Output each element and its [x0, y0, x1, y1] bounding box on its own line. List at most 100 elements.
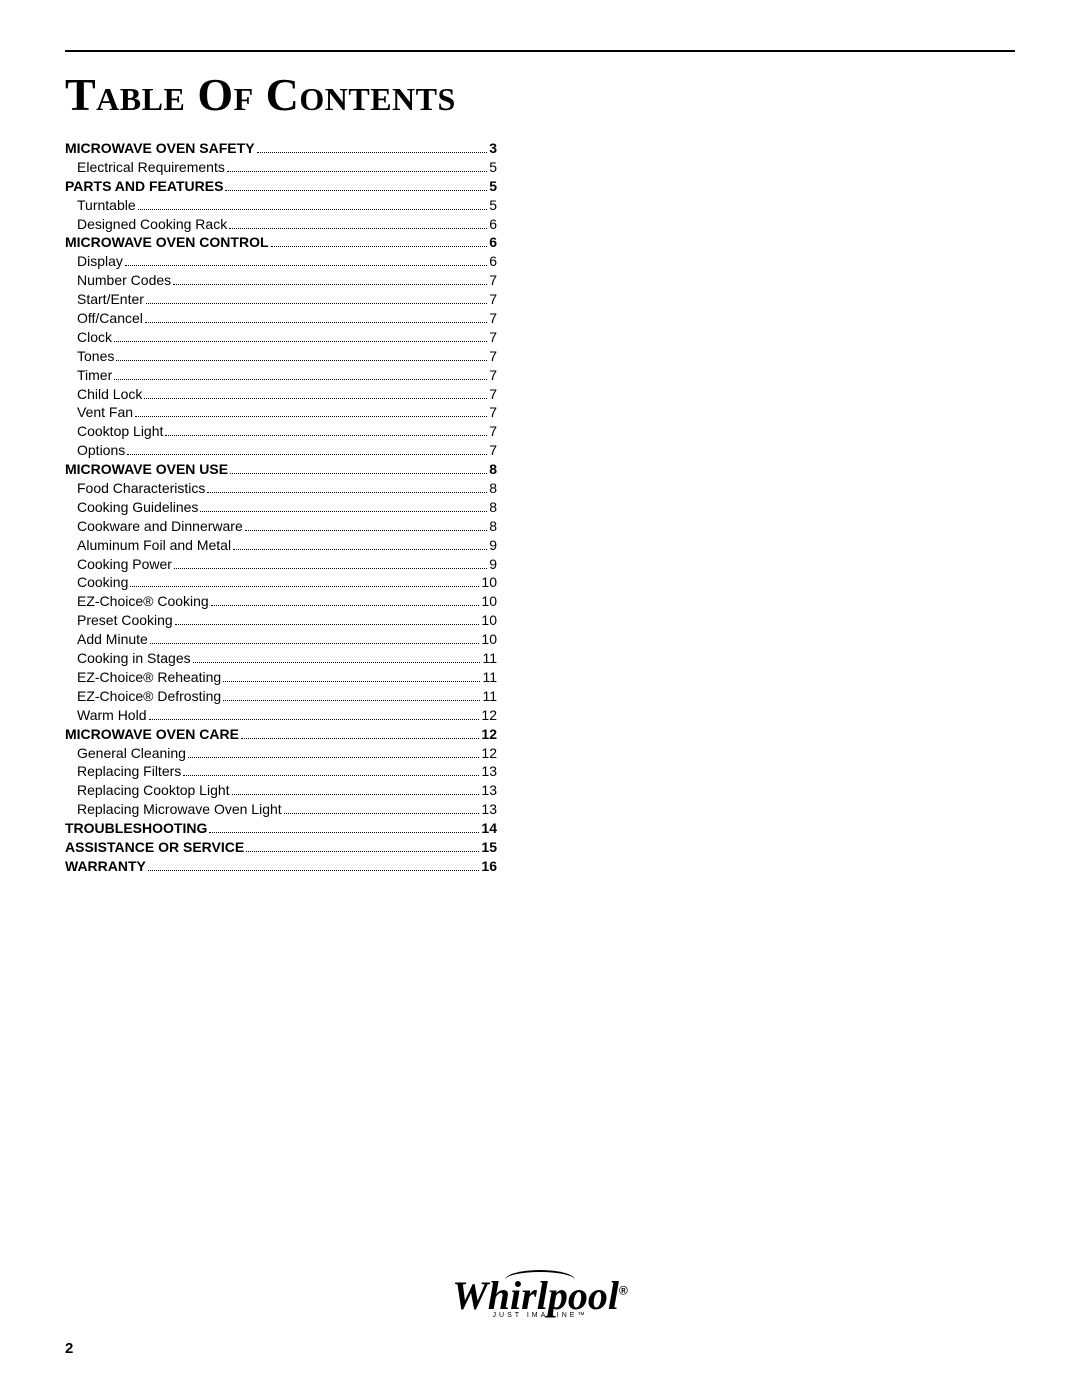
toc-leader-dots: [130, 586, 479, 587]
toc-sub-row: Designed Cooking Rack6: [65, 215, 497, 234]
toc-leader-dots: [225, 190, 487, 191]
toc-sub-row: Replacing Cooktop Light13: [65, 781, 497, 800]
toc-sub-row: Cooking in Stages11: [65, 649, 497, 668]
toc-section-row: Troubleshooting 14: [65, 819, 497, 838]
toc-entry-label: Add Minute: [65, 630, 148, 649]
toc-sub-row: Aluminum Foil and Metal 9: [65, 536, 497, 555]
toc-sub-row: Preset Cooking10: [65, 611, 497, 630]
toc-entry-label: Start/Enter: [65, 290, 144, 309]
toc-entry-page: 10: [481, 630, 497, 649]
toc-entry-page: 13: [481, 781, 497, 800]
toc-entry-page: 9: [489, 536, 497, 555]
toc-leader-dots: [246, 851, 479, 852]
toc-entry-label: Microwave Oven Care: [65, 725, 239, 744]
toc-entry-label: Cookware and Dinnerware: [65, 517, 243, 536]
toc-entry-label: Troubleshooting: [65, 819, 207, 838]
toc-sub-row: EZ-Choice® Cooking10: [65, 592, 497, 611]
document-page: Table Of Contents Microwave Oven Safety 3…: [0, 0, 1080, 1397]
toc-entry-page: 10: [481, 592, 497, 611]
toc-entry-page: 11: [482, 687, 497, 706]
toc-leader-dots: [150, 643, 480, 644]
toc-sub-row: Cooking Guidelines 8: [65, 498, 497, 517]
toc-leader-dots: [188, 757, 479, 758]
toc-sub-row: EZ-Choice® Reheating 11: [65, 668, 497, 687]
toc-leader-dots: [193, 662, 481, 663]
toc-leader-dots: [223, 700, 480, 701]
toc-entry-label: Warm Hold: [65, 706, 147, 725]
toc-entry-label: Cooking Guidelines: [65, 498, 198, 517]
toc-entry-page: 7: [489, 441, 497, 460]
toc-entry-page: 6: [489, 252, 497, 271]
toc-entry-label: Preset Cooking: [65, 611, 173, 630]
toc-sub-row: Start/Enter7: [65, 290, 497, 309]
toc-sub-row: Off/Cancel7: [65, 309, 497, 328]
toc-leader-dots: [144, 398, 487, 399]
toc-entry-page: 14: [481, 819, 497, 838]
toc-section-row: Microwave Oven Control6: [65, 233, 497, 252]
toc-entry-page: 8: [489, 517, 497, 536]
toc-entry-label: Number Codes: [65, 271, 171, 290]
toc-leader-dots: [230, 473, 487, 474]
toc-entry-page: 10: [481, 573, 497, 592]
toc-entry-page: 11: [482, 668, 497, 687]
table-of-contents: Microwave Oven Safety3Electrical Require…: [65, 139, 497, 876]
toc-leader-dots: [245, 530, 487, 531]
toc-leader-dots: [229, 228, 487, 229]
toc-section-row: Microwave Oven Use8: [65, 460, 497, 479]
toc-entry-page: 15: [481, 838, 497, 857]
toc-sub-row: Options7: [65, 441, 497, 460]
toc-leader-dots: [135, 416, 487, 417]
toc-entry-label: Cooking in Stages: [65, 649, 191, 668]
toc-entry-page: 16: [481, 857, 497, 876]
toc-entry-label: Cooking: [65, 573, 128, 592]
toc-entry-page: 7: [489, 385, 497, 404]
toc-leader-dots: [233, 549, 487, 550]
toc-entry-label: EZ-Choice® Reheating: [65, 668, 221, 687]
toc-entry-label: General Cleaning: [65, 744, 186, 763]
toc-entry-label: Food Characteristics: [65, 479, 205, 498]
toc-leader-dots: [138, 209, 488, 210]
page-title: Table Of Contents: [65, 68, 1015, 121]
toc-entry-label: Child Lock: [65, 385, 142, 404]
toc-leader-dots: [146, 303, 487, 304]
toc-entry-page: 5: [489, 177, 497, 196]
toc-section-row: Microwave Oven Safety 3: [65, 139, 497, 158]
toc-entry-page: 7: [489, 309, 497, 328]
toc-entry-label: Microwave Oven Safety: [65, 139, 255, 158]
toc-leader-dots: [257, 152, 488, 153]
logo-wordmark: Whirlpool®: [452, 1276, 628, 1316]
toc-entry-label: Aluminum Foil and Metal: [65, 536, 231, 555]
toc-sub-row: EZ-Choice® Defrosting11: [65, 687, 497, 706]
toc-sub-row: Turntable 5: [65, 196, 497, 215]
toc-entry-page: 8: [489, 479, 497, 498]
toc-entry-page: 12: [481, 725, 497, 744]
toc-leader-dots: [227, 171, 487, 172]
toc-entry-label: Assistance Or Service: [65, 838, 244, 857]
toc-entry-label: Cooking Power: [65, 555, 172, 574]
toc-leader-dots: [284, 813, 480, 814]
toc-entry-page: 5: [489, 196, 497, 215]
toc-section-row: Warranty16: [65, 857, 497, 876]
toc-entry-page: 12: [481, 744, 497, 763]
logo-name: Whirlpool: [452, 1273, 619, 1318]
toc-leader-dots: [165, 435, 487, 436]
toc-entry-page: 5: [489, 158, 497, 177]
toc-entry-page: 13: [481, 800, 497, 819]
toc-sub-row: Child Lock 7: [65, 385, 497, 404]
toc-sub-row: Timer7: [65, 366, 497, 385]
toc-leader-dots: [207, 492, 487, 493]
toc-entry-label: Turntable: [65, 196, 136, 215]
toc-leader-dots: [223, 681, 480, 682]
toc-sub-row: Cooking 10: [65, 573, 497, 592]
toc-entry-page: 7: [489, 366, 497, 385]
toc-leader-dots: [183, 775, 479, 776]
toc-entry-label: Display: [65, 252, 123, 271]
toc-entry-page: 3: [489, 139, 497, 158]
toc-sub-row: Warm Hold12: [65, 706, 497, 725]
toc-entry-page: 8: [489, 498, 497, 517]
toc-sub-row: Cooking Power9: [65, 555, 497, 574]
toc-entry-label: Microwave Oven Use: [65, 460, 228, 479]
toc-sub-row: Display 6: [65, 252, 497, 271]
toc-entry-page: 6: [489, 215, 497, 234]
toc-sub-row: Tones7: [65, 347, 497, 366]
